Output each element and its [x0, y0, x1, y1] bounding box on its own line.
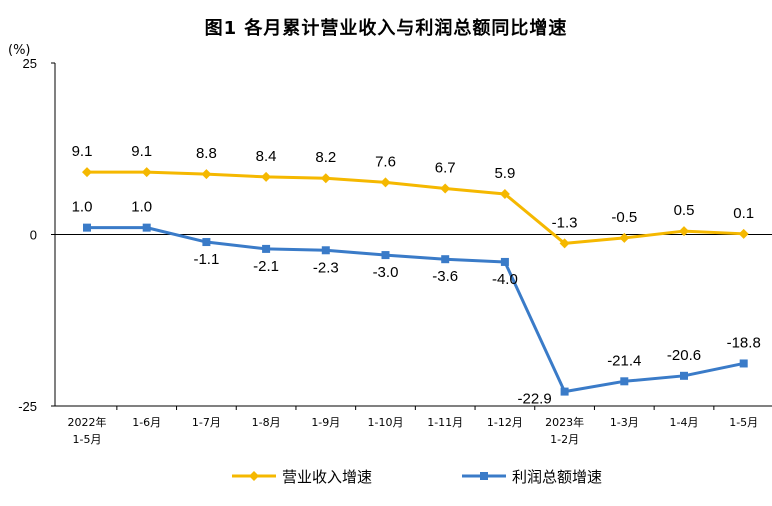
series-line-revenue: [87, 170, 744, 245]
revenue-point: [82, 167, 92, 178]
profit-point: [680, 371, 688, 380]
legend-label: 营业收入增速: [282, 468, 372, 486]
x-tick-label: 1-11月: [427, 416, 463, 429]
revenue-data-label: 8.8: [196, 145, 217, 162]
profit-data-label: -18.8: [727, 334, 761, 351]
profit-data-label: -3.6: [432, 268, 458, 285]
revenue-data-label: 6.7: [435, 160, 456, 177]
revenue-data-label: 9.1: [72, 143, 93, 160]
legend-label: 利润总额增速: [512, 468, 602, 486]
revenue-point: [261, 171, 272, 182]
revenue-point: [679, 226, 689, 237]
legend-profit: 利润总额增速: [462, 468, 602, 486]
x-tick-label: 1-8月: [252, 416, 281, 429]
profit-point: [142, 223, 151, 232]
revenue-point: [619, 232, 630, 243]
profit-data-label: 1.0: [131, 199, 152, 216]
profit-data-label: -20.6: [667, 347, 701, 364]
revenue-data-label: 5.9: [494, 165, 515, 182]
data-labels-group: 9.1 9.1 8.8 8.4 8.2 7.6 6.7 5.9 -1.3 -0.5 0.5 0.1 1.…: [72, 143, 761, 408]
x-tick-label: 2022年: [68, 415, 107, 429]
profit-point: [620, 377, 629, 386]
revenue-point: [499, 189, 510, 200]
revenue-data-label: 0.1: [733, 205, 754, 222]
legend-marker: [249, 471, 259, 481]
revenue-data-label: 0.5: [674, 202, 695, 219]
axes-group: 25 0 -25 (%) 2022年 1-5月 1-6月 1-7月 1-8月 1-9月 1-10月 1…: [8, 43, 772, 446]
revenue-data-label: 9.1: [131, 143, 152, 160]
profit-data-label: -2.1: [253, 258, 279, 275]
profit-point: [321, 246, 330, 255]
profit-point: [202, 238, 211, 247]
x-tick-label: 1-4月: [670, 416, 699, 429]
legend: 营业收入增速 利润总额增速: [232, 468, 602, 486]
chart-title: 图1 各月累计营业收入与利润总额同比增速: [204, 18, 568, 39]
revenue-point: [440, 183, 451, 194]
profit-point: [560, 387, 569, 396]
series-group: [82, 167, 749, 396]
profit-data-label: -1.1: [193, 251, 219, 268]
profit-data-label: -2.3: [313, 259, 339, 276]
profit-point: [381, 251, 390, 260]
revenue-point: [201, 169, 212, 180]
profit-data-label: -3.0: [373, 264, 399, 281]
profit-point: [83, 223, 91, 232]
revenue-data-label: 8.2: [315, 149, 336, 166]
x-tick-label: 1-6月: [132, 416, 161, 429]
x-tick-label: 1-3月: [610, 416, 639, 429]
revenue-point: [141, 167, 152, 178]
series-line-profit: [87, 226, 745, 394]
profit-point: [441, 255, 450, 264]
x-tick-label: 1-7月: [192, 416, 221, 429]
revenue-point: [380, 177, 391, 188]
y-tick-label: -25: [18, 399, 37, 414]
x-tick-label: 2023年: [545, 415, 584, 429]
x-tick-label: 1-9月: [311, 416, 340, 429]
y-axis-unit: (%): [8, 43, 31, 58]
x-tick-label: 1-10月: [368, 416, 404, 429]
revenue-data-label: 7.6: [375, 153, 396, 170]
x-tick-label: 1-5月: [729, 416, 758, 429]
profit-data-label: -22.9: [517, 391, 551, 408]
revenue-data-label: -0.5: [611, 209, 637, 226]
x-tick-label: 1-5月: [73, 433, 102, 446]
revenue-point: [559, 238, 570, 249]
profit-data-label: -21.4: [607, 352, 641, 369]
y-tick-label: 0: [30, 228, 37, 243]
revenue-point: [738, 228, 749, 239]
x-tick-label: 1-2月: [550, 433, 579, 446]
profit-data-label: 1.0: [72, 199, 93, 216]
legend-revenue: 营业收入增速: [232, 468, 372, 486]
y-tick-label: 25: [23, 56, 37, 71]
legend-marker: [480, 472, 488, 480]
profit-point: [262, 244, 271, 253]
revenue-data-label: 8.4: [256, 148, 277, 165]
profit-point: [739, 359, 748, 368]
revenue-data-label: -1.3: [552, 214, 578, 231]
revenue-point: [320, 173, 331, 184]
profit-data-label: -4.0: [492, 271, 518, 288]
profit-point: [500, 257, 509, 266]
x-tick-label: 1-12月: [487, 416, 523, 429]
